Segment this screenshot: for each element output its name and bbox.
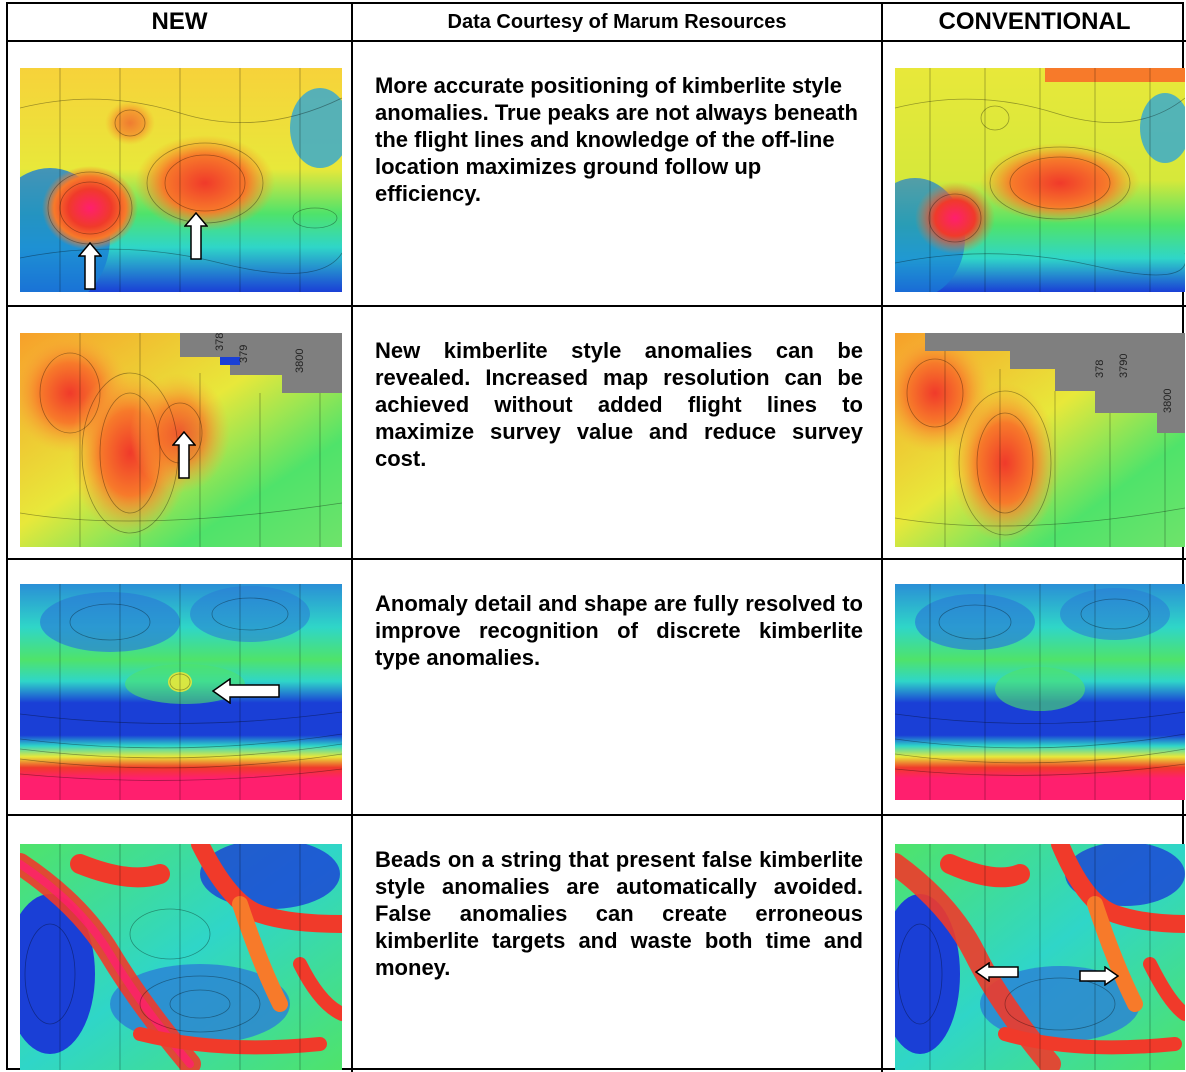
- row2-conventional-map: 378 3790 3800: [895, 333, 1185, 547]
- up-arrow-icon: [171, 430, 197, 479]
- row2-conventional-label-2: 3790: [1118, 354, 1130, 378]
- row1-new-map: [20, 68, 342, 292]
- row2-conventional-label-3: 3800: [1162, 389, 1174, 413]
- row3-new-cell: [8, 560, 353, 816]
- up-arrow-icon: [77, 241, 103, 290]
- row1-new-cell: [8, 42, 353, 307]
- row1-description: More accurate positioning of kimberlite …: [353, 42, 883, 307]
- row4-new-cell: [8, 816, 353, 1072]
- row1-conventional-cell: [883, 42, 1186, 307]
- row4-description: Beads on a string that present false kim…: [353, 816, 883, 1072]
- left-arrow-icon: [974, 961, 1019, 983]
- row2-new-cell: 378 379 3800: [8, 307, 353, 560]
- comparison-table: NEW Data Courtesy of Marum Resources CON…: [6, 2, 1186, 1072]
- header-conventional: CONVENTIONAL: [883, 4, 1186, 42]
- row4-new-map: [20, 844, 342, 1070]
- row2-description: New kimberlite style anomalies can be re…: [353, 307, 883, 560]
- header-data-courtesy: Data Courtesy of Marum Resources: [353, 4, 883, 42]
- row2-new-label-2: 379: [238, 345, 250, 363]
- row2-new-label-1: 378: [214, 333, 226, 351]
- header-new: NEW: [8, 4, 353, 42]
- row4-conventional-map: [895, 844, 1185, 1070]
- row3-conventional-cell: [883, 560, 1186, 816]
- row2-new-label-3: 3800: [294, 349, 306, 373]
- row1-conventional-map: [895, 68, 1185, 292]
- right-arrow-icon: [1079, 965, 1120, 987]
- row2-conventional-label-1: 378: [1094, 360, 1106, 378]
- row3-new-map: [20, 584, 342, 800]
- up-arrow-icon: [183, 211, 209, 260]
- left-arrow-icon: [211, 677, 280, 705]
- row3-conventional-map: [895, 584, 1185, 800]
- row2-conventional-cell: 378 3790 3800: [883, 307, 1186, 560]
- row4-conventional-cell: [883, 816, 1186, 1072]
- row3-description: Anomaly detail and shape are fully resol…: [353, 560, 883, 816]
